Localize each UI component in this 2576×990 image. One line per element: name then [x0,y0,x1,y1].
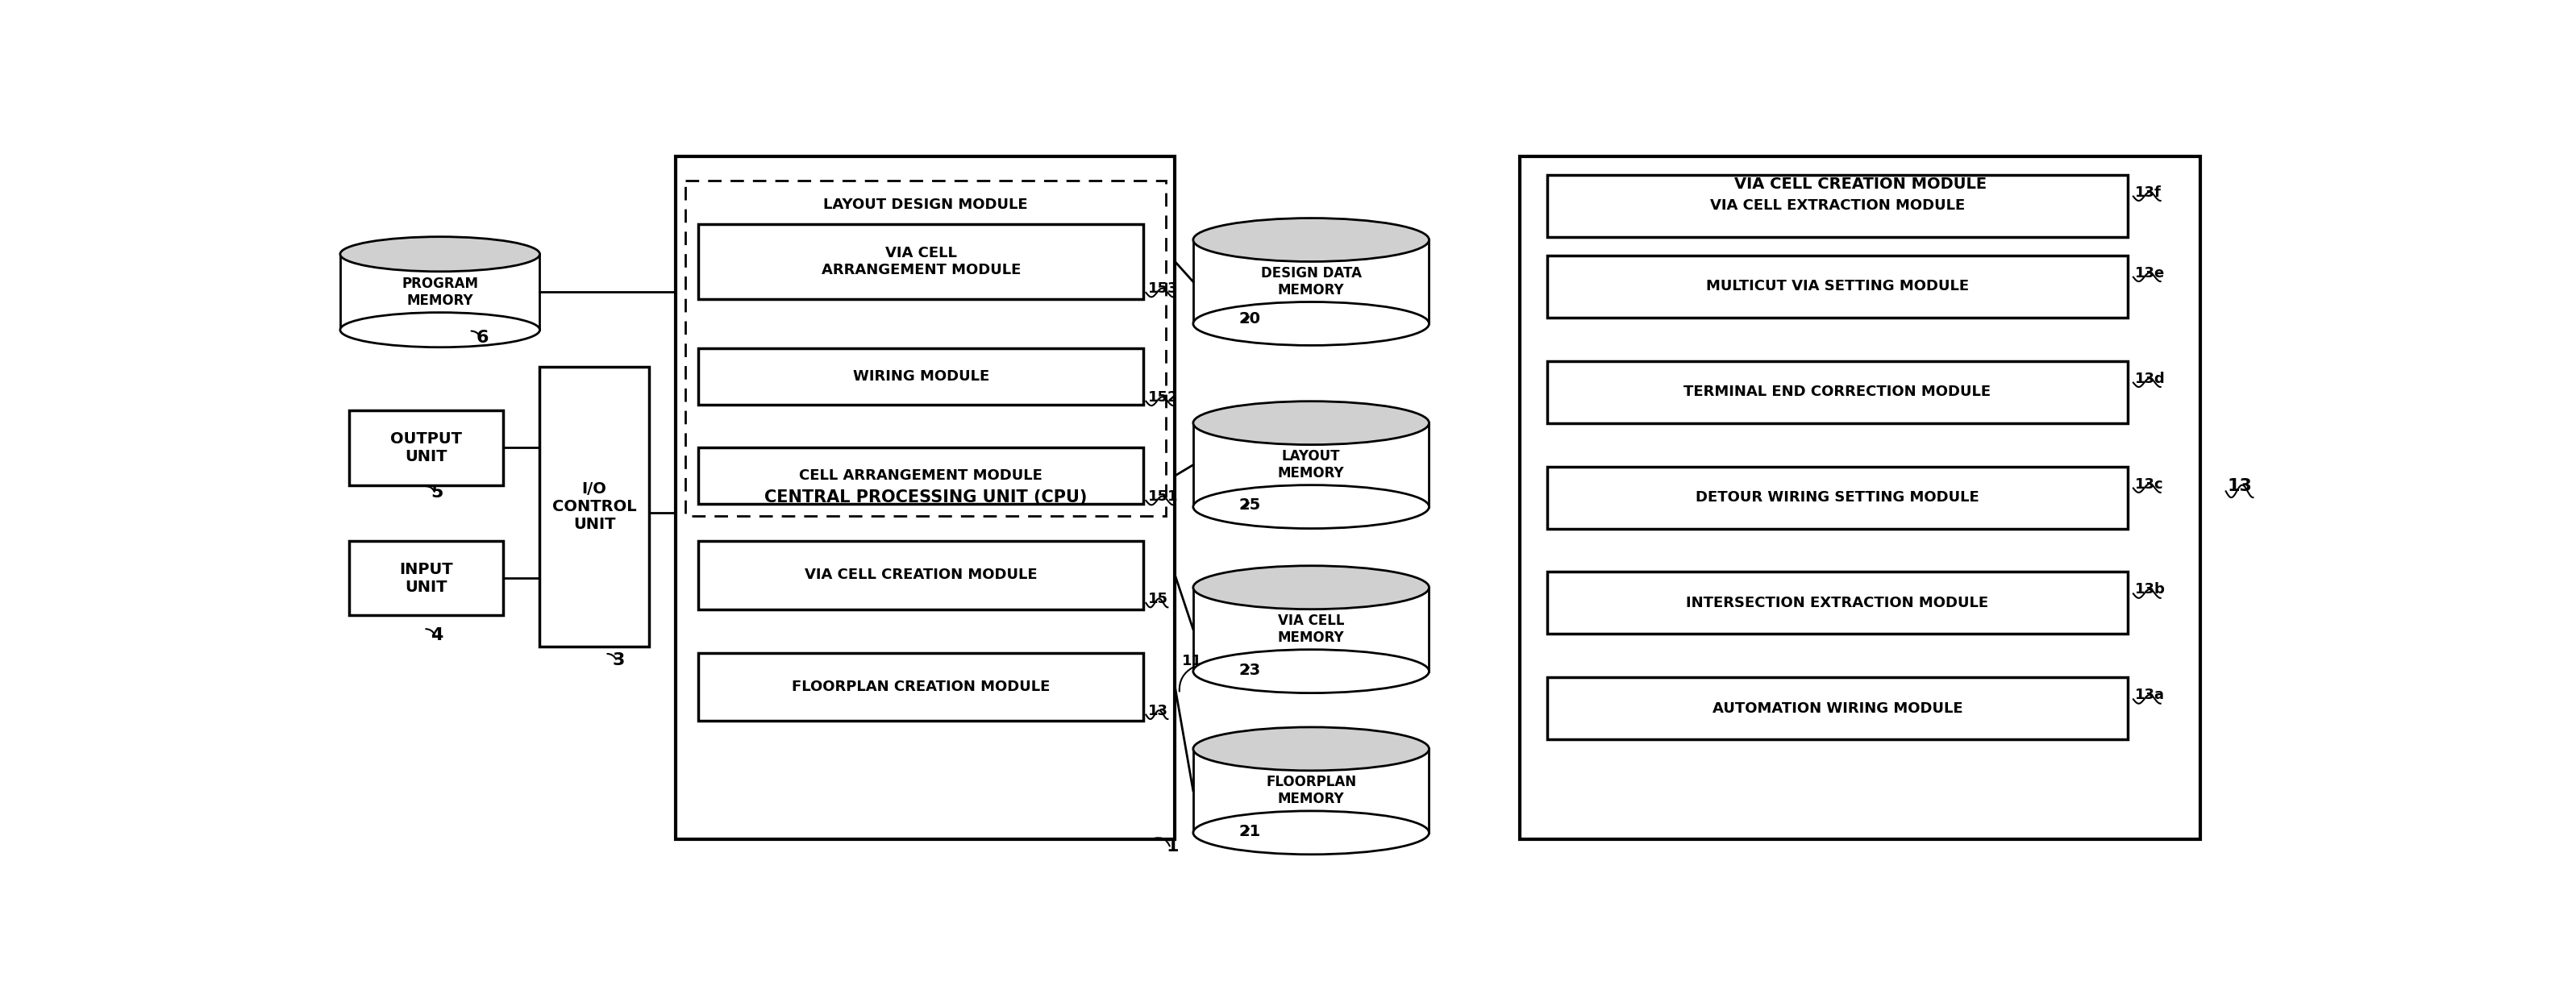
Text: FLOORPLAN
MEMORY: FLOORPLAN MEMORY [1265,775,1358,807]
Bar [1548,677,2128,740]
Text: VIA CELL EXTRACTION MODULE: VIA CELL EXTRACTION MODULE [1710,198,1965,213]
Bar [1193,240,1430,324]
Text: LAYOUT DESIGN MODULE: LAYOUT DESIGN MODULE [824,197,1028,212]
Text: DESIGN DATA
MEMORY: DESIGN DATA MEMORY [1260,266,1363,297]
Ellipse shape [1193,401,1430,445]
Text: 21: 21 [1239,824,1260,839]
Ellipse shape [1193,302,1430,346]
Text: 13b: 13b [2136,582,2166,597]
Text: 13: 13 [1149,704,1167,718]
Bar [1548,361,2128,423]
Text: 11: 11 [1182,653,1203,668]
Text: VIA CELL CREATION MODULE: VIA CELL CREATION MODULE [804,568,1038,582]
Text: 13c: 13c [2136,477,2164,491]
Ellipse shape [340,313,541,347]
Bar [1193,587,1430,671]
Bar [350,411,502,485]
Text: CENTRAL PROCESSING UNIT (CPU): CENTRAL PROCESSING UNIT (CPU) [765,489,1087,506]
Text: DETOUR WIRING SETTING MODULE: DETOUR WIRING SETTING MODULE [1695,490,1978,505]
Bar [698,447,1144,504]
Text: LAYOUT
MEMORY: LAYOUT MEMORY [1278,449,1345,480]
Bar [1548,255,2128,318]
Text: 5: 5 [430,484,443,501]
Bar [698,541,1144,609]
Text: 4: 4 [430,628,443,644]
Text: WIRING MODULE: WIRING MODULE [853,369,989,384]
Text: 13f: 13f [2136,185,2161,200]
Bar [1548,572,2128,634]
Text: 153: 153 [1149,281,1177,296]
Text: INTERSECTION EXTRACTION MODULE: INTERSECTION EXTRACTION MODULE [1687,596,1989,610]
Text: 25: 25 [1239,498,1260,513]
Ellipse shape [1193,565,1430,609]
Bar [350,541,502,616]
Text: I/O
CONTROL
UNIT: I/O CONTROL UNIT [551,481,636,533]
Text: 152: 152 [1149,390,1177,405]
Bar [340,254,541,330]
Ellipse shape [1193,649,1430,693]
Text: 13e: 13e [2136,265,2164,280]
Text: 3: 3 [613,652,626,668]
Text: FLOORPLAN CREATION MODULE: FLOORPLAN CREATION MODULE [791,679,1051,694]
Bar [698,225,1144,299]
Bar [698,652,1144,721]
Text: 13: 13 [2228,478,2251,494]
Text: 13a: 13a [2136,688,2164,703]
Text: PROGRAM
MEMORY: PROGRAM MEMORY [402,276,479,308]
Text: OUTPUT
UNIT: OUTPUT UNIT [392,432,461,464]
Text: INPUT
UNIT: INPUT UNIT [399,561,453,595]
Bar [685,181,1167,516]
Bar [1548,174,2128,237]
Text: 151: 151 [1149,489,1177,504]
Bar [1520,156,2200,839]
Text: 6: 6 [477,330,489,346]
Ellipse shape [1193,727,1430,770]
Ellipse shape [1193,218,1430,261]
Text: CELL ARRANGEMENT MODULE: CELL ARRANGEMENT MODULE [799,468,1043,483]
Text: 15: 15 [1149,592,1167,606]
Ellipse shape [1193,811,1430,854]
Text: VIA CELL CREATION MODULE: VIA CELL CREATION MODULE [1734,176,1986,192]
Ellipse shape [340,237,541,271]
Ellipse shape [1193,485,1430,529]
Text: 20: 20 [1239,312,1260,327]
Text: MULTICUT VIA SETTING MODULE: MULTICUT VIA SETTING MODULE [1705,279,1968,294]
Bar [1548,466,2128,529]
Bar [675,156,1175,839]
Bar [1193,423,1430,507]
Bar [1193,748,1430,833]
Text: 1: 1 [1167,839,1177,854]
Text: AUTOMATION WIRING MODULE: AUTOMATION WIRING MODULE [1713,701,1963,716]
Bar [541,367,649,646]
Text: 23: 23 [1239,662,1260,677]
Text: TERMINAL END CORRECTION MODULE: TERMINAL END CORRECTION MODULE [1685,385,1991,399]
Bar [698,348,1144,404]
Text: 13d: 13d [2136,371,2166,386]
Text: VIA CELL
ARRANGEMENT MODULE: VIA CELL ARRANGEMENT MODULE [822,246,1020,277]
Text: VIA CELL
MEMORY: VIA CELL MEMORY [1278,614,1345,645]
